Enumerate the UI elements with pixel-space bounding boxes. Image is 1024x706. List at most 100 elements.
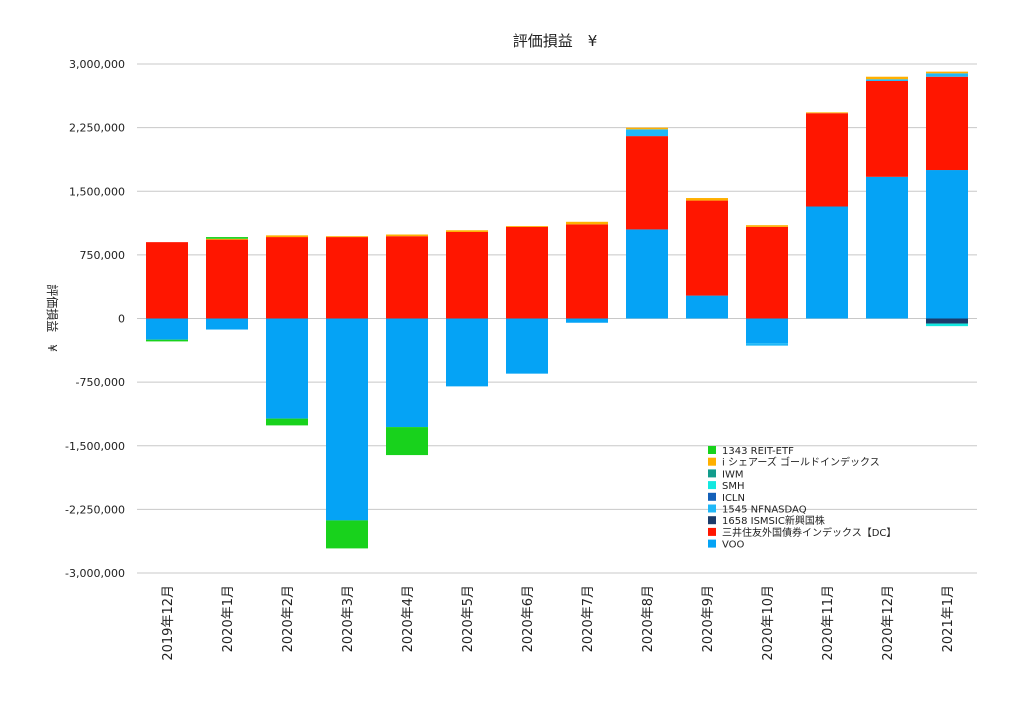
y-axis-ticks: 3,000,000 2,250,000 1,500,000 750,000 0 -750,… bbox=[65, 58, 125, 580]
bar-segment bbox=[806, 112, 848, 114]
y-tick-label: 3,000,000 bbox=[69, 58, 125, 71]
y-tick-label: -3,000,000 bbox=[65, 567, 125, 580]
x-tick-label: 2020年9月 bbox=[701, 585, 716, 652]
bar-segment bbox=[326, 237, 368, 319]
bar-segment bbox=[266, 318, 308, 419]
bar-segment bbox=[326, 236, 368, 238]
bar-segment bbox=[506, 226, 548, 319]
chart-title: 評価損益 ¥ bbox=[513, 32, 598, 50]
x-tick-label: 2020年11月 bbox=[821, 585, 836, 661]
x-tick-label: 2020年7月 bbox=[581, 585, 596, 652]
bar-segment bbox=[926, 73, 968, 77]
bar-segment bbox=[146, 318, 188, 340]
bar-segment bbox=[566, 318, 608, 323]
x-tick-label: 2020年12月 bbox=[881, 585, 896, 661]
bar-segment bbox=[386, 318, 428, 428]
bar-segment bbox=[866, 79, 908, 81]
bar-segment bbox=[806, 113, 848, 207]
bar-segment bbox=[566, 221, 608, 225]
bar-segment bbox=[626, 229, 668, 319]
y-tick-label: -750,000 bbox=[76, 376, 125, 389]
x-tick-label: 2019年12月 bbox=[161, 585, 176, 661]
bar-segment bbox=[206, 237, 248, 239]
legend-swatch bbox=[708, 504, 716, 513]
bar-segment bbox=[326, 318, 368, 521]
bar-segment bbox=[206, 318, 248, 330]
bar-segment bbox=[686, 295, 728, 319]
y-tick-label: 750,000 bbox=[80, 249, 126, 262]
bar-segment bbox=[146, 339, 188, 342]
x-tick-label: 2020年3月 bbox=[341, 585, 356, 652]
x-tick-label: 2020年8月 bbox=[641, 585, 656, 652]
bar-segment bbox=[386, 236, 428, 319]
bar-segment bbox=[266, 237, 308, 319]
bar-segment bbox=[626, 136, 668, 230]
bar-segment bbox=[866, 80, 908, 177]
bar-segment bbox=[506, 226, 548, 227]
bar-segment bbox=[446, 230, 488, 232]
x-tick-label: 2020年10月 bbox=[761, 585, 776, 661]
x-tick-label: 2020年4月 bbox=[401, 585, 416, 652]
legend-label: SMH bbox=[722, 481, 745, 492]
bar-segment bbox=[566, 224, 608, 319]
legend-swatch bbox=[708, 457, 716, 466]
bar-segment bbox=[446, 231, 488, 319]
x-tick-label: 2020年5月 bbox=[461, 585, 476, 652]
bar-segment bbox=[266, 418, 308, 426]
y-tick-label: 2,250,000 bbox=[69, 122, 125, 135]
bar-segment bbox=[746, 318, 788, 344]
x-axis-ticks: 2019年12月 2020年1月 2020年2月 2020年3月 2020年4月 2020… bbox=[161, 585, 956, 661]
legend-swatch bbox=[708, 481, 716, 490]
bar-segment bbox=[686, 200, 728, 296]
legend-swatch bbox=[708, 516, 716, 525]
bar-segment bbox=[506, 318, 548, 374]
bar-segment bbox=[926, 323, 968, 327]
legend-label: i シェアーズ ゴールドインデックス bbox=[722, 456, 880, 469]
legend-label: 三井住友外国債券インデックス【DC】 bbox=[722, 526, 896, 539]
y-tick-label: 0 bbox=[118, 313, 125, 326]
bar-segment bbox=[446, 318, 488, 387]
legend-swatch bbox=[708, 446, 716, 454]
bar-segment bbox=[386, 234, 428, 237]
x-tick-label: 2020年1月 bbox=[221, 585, 236, 652]
y-tick-label: -2,250,000 bbox=[65, 503, 125, 516]
bar-segment bbox=[746, 225, 788, 227]
bar-segment bbox=[266, 235, 308, 238]
bar-segment bbox=[866, 176, 908, 319]
bar-segment bbox=[206, 239, 248, 319]
bar-segment bbox=[866, 76, 908, 80]
x-tick-label: 2021年1月 bbox=[941, 585, 956, 652]
x-tick-label: 2020年2月 bbox=[281, 585, 296, 652]
bar-segment bbox=[206, 238, 248, 240]
legend-label: 1658 ISMSIC新興国株 bbox=[722, 514, 825, 527]
bar-segment bbox=[926, 318, 968, 324]
bar-segment bbox=[806, 206, 848, 319]
legend-swatch bbox=[708, 469, 716, 478]
y-tick-label: -1,500,000 bbox=[65, 440, 125, 453]
legend-swatch bbox=[708, 492, 716, 501]
bar-segment bbox=[926, 76, 968, 171]
bar-segment bbox=[926, 170, 968, 319]
gridlines bbox=[137, 63, 977, 574]
x-tick-label: 2020年6月 bbox=[521, 585, 536, 652]
bar-segment bbox=[686, 198, 728, 201]
legend-swatch bbox=[708, 527, 716, 536]
legend-label: VOO bbox=[722, 540, 745, 551]
bar-segment bbox=[386, 427, 428, 456]
bar-segment bbox=[926, 71, 968, 74]
legend-label: IWM bbox=[722, 469, 743, 480]
y-tick-label: 1,500,000 bbox=[69, 185, 125, 198]
legend-label: ICLN bbox=[722, 493, 745, 504]
y-axis-label: 評価損益 ¥ bbox=[45, 284, 60, 352]
legend-label: 1545 NFNASDAQ bbox=[722, 505, 807, 516]
bar-segment bbox=[746, 226, 788, 319]
bars bbox=[146, 71, 968, 549]
legend-swatch bbox=[708, 539, 716, 548]
legend-label: 1343 REIT-ETF bbox=[722, 446, 794, 457]
bar-segment bbox=[326, 520, 368, 549]
bar-segment bbox=[626, 127, 668, 130]
bar-segment bbox=[626, 129, 668, 137]
bar-segment bbox=[746, 343, 788, 346]
